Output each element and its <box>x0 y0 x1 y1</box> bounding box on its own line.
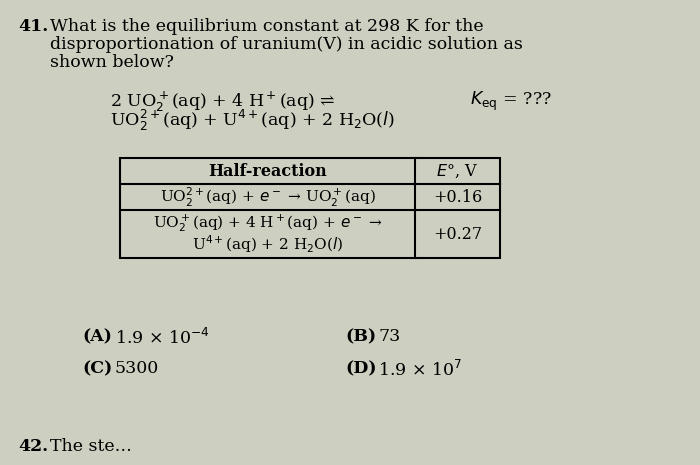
Text: 73: 73 <box>378 328 400 345</box>
Text: UO$_2^{2+}$(aq) + U$^{4+}$(aq) + 2 H$_2$O($l$): UO$_2^{2+}$(aq) + U$^{4+}$(aq) + 2 H$_2$… <box>110 108 395 133</box>
Text: 5300: 5300 <box>115 360 160 377</box>
Text: $E$°, V: $E$°, V <box>437 162 479 179</box>
Text: (D): (D) <box>345 360 377 377</box>
Text: 41.: 41. <box>18 18 48 35</box>
Text: Half-reaction: Half-reaction <box>208 162 327 179</box>
Text: (C): (C) <box>82 360 112 377</box>
Text: What is the equilibrium constant at 298 K for the: What is the equilibrium constant at 298 … <box>50 18 484 35</box>
Text: $K_{\mathrm{eq}}$ = ???: $K_{\mathrm{eq}}$ = ??? <box>470 90 552 113</box>
Bar <box>120 158 500 258</box>
Text: (B): (B) <box>345 328 376 345</box>
Text: 2 UO$_2^+$(aq) + 4 H$^+$(aq) ⇌: 2 UO$_2^+$(aq) + 4 H$^+$(aq) ⇌ <box>110 90 335 114</box>
Text: disproportionation of uranium(V) in acidic solution as: disproportionation of uranium(V) in acid… <box>50 36 523 53</box>
Text: (A): (A) <box>82 328 112 345</box>
Text: UO$_2^{2+}$(aq) + $e^-$ → UO$_2^+$(aq): UO$_2^{2+}$(aq) + $e^-$ → UO$_2^+$(aq) <box>160 186 375 209</box>
Text: shown below?: shown below? <box>50 54 174 71</box>
Text: U$^{4+}$(aq) + 2 H$_2$O($l$): U$^{4+}$(aq) + 2 H$_2$O($l$) <box>192 234 343 255</box>
Text: The ste…: The ste… <box>50 438 132 455</box>
Text: UO$_2^+$(aq) + 4 H$^+$(aq) + $e^-$ →: UO$_2^+$(aq) + 4 H$^+$(aq) + $e^-$ → <box>153 213 382 234</box>
Text: +0.16: +0.16 <box>433 188 482 206</box>
Text: 1.9 × 10$^{−4}$: 1.9 × 10$^{−4}$ <box>115 328 210 348</box>
Text: 42.: 42. <box>18 438 48 455</box>
Text: +0.27: +0.27 <box>433 226 482 243</box>
Text: 1.9 × 10$^{7}$: 1.9 × 10$^{7}$ <box>378 360 462 380</box>
